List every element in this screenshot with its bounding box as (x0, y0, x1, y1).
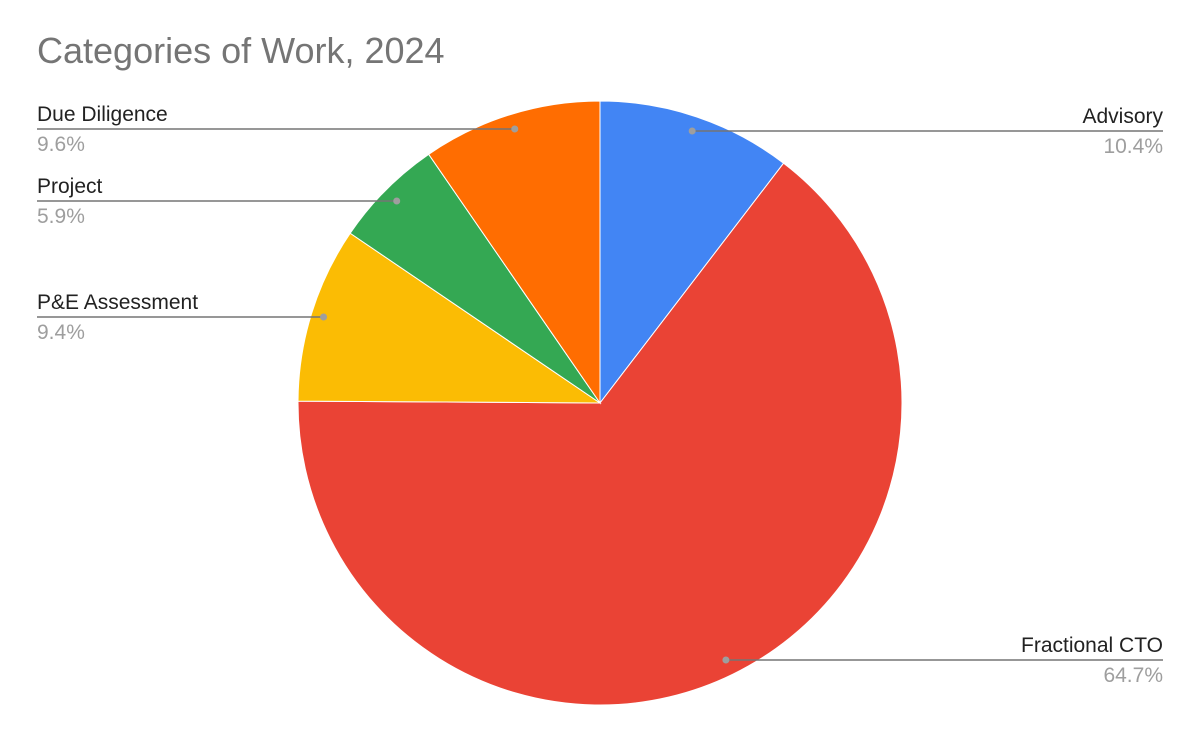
slice-percent-project: 5.9% (37, 205, 85, 228)
slice-label-p-e-assessment: P&E Assessment (37, 291, 198, 314)
pie-slice-fractional-cto (297, 162, 903, 706)
pie-slice-due-diligence (427, 100, 601, 405)
leader-dot-project (393, 197, 401, 205)
slice-label-project: Project (37, 175, 103, 198)
slice-percent-advisory: 10.4% (1103, 135, 1163, 158)
slice-label-due-diligence: Due Diligence (37, 103, 168, 126)
leader-dot-p-e-assessment (320, 313, 328, 321)
slice-label-advisory: Advisory (1082, 105, 1163, 128)
pie-slices (297, 100, 903, 706)
leader-dot-due-diligence (511, 125, 519, 133)
slice-percent-p-e-assessment: 9.4% (37, 321, 85, 344)
slice-percent-due-diligence: 9.6% (37, 133, 85, 156)
chart-title: Categories of Work, 2024 (37, 30, 445, 71)
pie-labels: Advisory 10.4% Fractional CTO 64.7% P&E Asse… (37, 103, 1163, 687)
leader-dot-fractional-cto (722, 656, 730, 664)
pie-slice-advisory (599, 100, 785, 405)
slice-percent-fractional-cto: 64.7% (1103, 664, 1163, 687)
pie-slice-p-e-assessment (297, 232, 602, 404)
leader-dot-advisory (688, 127, 696, 135)
slice-label-fractional-cto: Fractional CTO (1021, 634, 1163, 657)
